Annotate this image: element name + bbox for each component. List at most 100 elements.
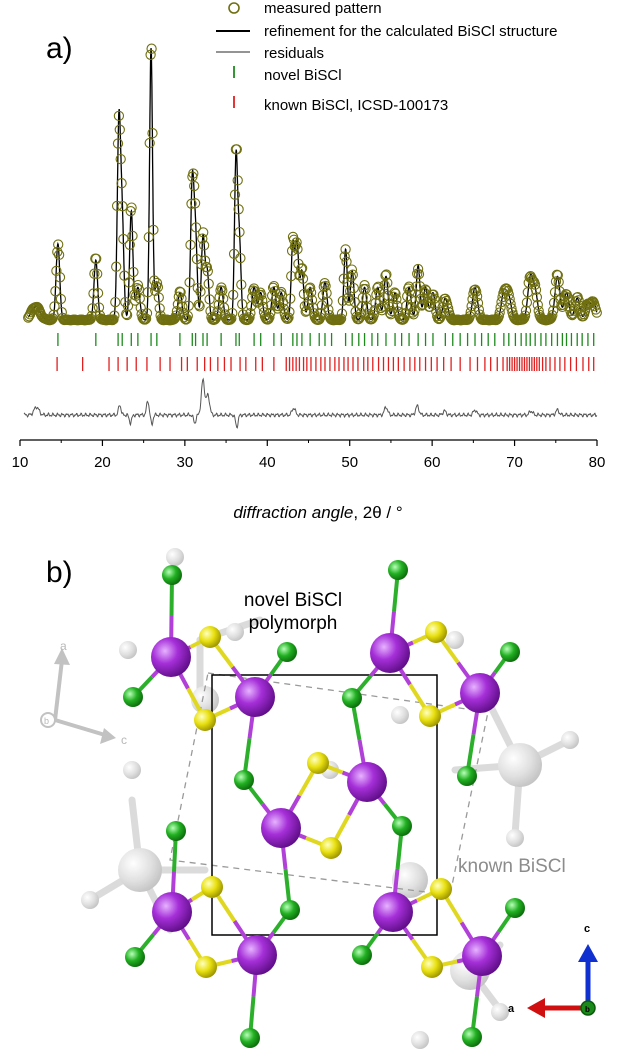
- cl-atom: [500, 642, 520, 662]
- panel-b-crystal-structure: b): [40, 548, 598, 1049]
- measured-point: [198, 240, 210, 251]
- measured-point: [93, 302, 105, 313]
- measured-point: [373, 281, 384, 292]
- measured-point: [130, 290, 142, 301]
- legend-refinement-label: refinement for the calculated BiSCl stru…: [264, 23, 557, 40]
- measured-point: [198, 227, 209, 238]
- measured-point: [229, 189, 241, 200]
- x-tick-label: 10: [12, 454, 29, 471]
- measured-point: [185, 239, 196, 251]
- measured-point: [192, 282, 203, 294]
- measured-point: [472, 297, 484, 309]
- measured-point: [407, 307, 418, 318]
- s-atom: [201, 876, 223, 898]
- cl-atom: [342, 688, 362, 708]
- measured-point: [112, 138, 124, 149]
- measured-point: [391, 293, 402, 305]
- measured-points: [23, 43, 602, 326]
- measured-point: [113, 110, 125, 122]
- measured-point: [464, 311, 475, 322]
- measured-point: [519, 310, 531, 321]
- measured-point: [225, 314, 236, 325]
- novel-reflection-ticks: [57, 333, 595, 346]
- measured-point: [298, 288, 310, 300]
- measured-point: [349, 296, 360, 308]
- measured-point: [371, 289, 382, 300]
- measured-point: [335, 314, 346, 326]
- measured-point: [202, 266, 213, 277]
- bi-atom: [373, 892, 413, 932]
- measured-point: [125, 206, 136, 217]
- measured-point: [92, 268, 103, 280]
- known-unit-cell: [169, 672, 489, 896]
- measured-point: [381, 269, 392, 280]
- s-atom: [425, 621, 447, 643]
- axis-b-label: b: [585, 1005, 590, 1014]
- measured-point: [340, 244, 351, 255]
- measured-point: [291, 237, 302, 248]
- axis-c-label: c: [584, 923, 590, 935]
- measured-point: [359, 280, 370, 291]
- measured-point: [558, 295, 570, 306]
- measured-point: [186, 198, 197, 209]
- measured-point: [296, 263, 308, 274]
- axis-a-label: a: [508, 1003, 515, 1015]
- legend-novel-label: novel BiSCl: [264, 67, 342, 84]
- measured-point: [89, 268, 100, 279]
- x-axis-ticks: 10 20 30 40 50 60 70 80: [12, 440, 605, 471]
- measured-point: [52, 246, 63, 258]
- cl-atom: [457, 766, 477, 786]
- measured-point: [199, 255, 211, 266]
- cl-atom: [280, 900, 300, 920]
- measured-point: [284, 306, 295, 318]
- measured-point: [243, 314, 254, 325]
- measured-point: [182, 310, 193, 322]
- measured-point: [184, 277, 195, 288]
- measured-point: [533, 305, 544, 317]
- measured-point: [305, 287, 317, 298]
- measured-point: [345, 271, 357, 283]
- measured-point: [346, 264, 358, 275]
- measured-point: [322, 296, 333, 307]
- measured-point: [86, 310, 97, 322]
- s-atom: [199, 626, 221, 648]
- refinement-curve: [27, 48, 598, 321]
- axis-indicator: c a b: [508, 923, 598, 1018]
- measured-point: [374, 295, 386, 306]
- measured-point: [573, 295, 584, 306]
- measured-point: [494, 307, 505, 318]
- measured-point: [500, 283, 512, 294]
- measured-point: [347, 269, 358, 280]
- measured-point: [411, 281, 422, 292]
- measured-point: [174, 286, 185, 297]
- legend-known-label: known BiSCl, ICSD-100173: [264, 97, 448, 114]
- measured-point: [268, 280, 280, 292]
- measured-point: [245, 307, 256, 319]
- panel-a-label: a): [46, 32, 73, 65]
- cl-atom: [352, 945, 372, 965]
- measured-point: [53, 239, 64, 250]
- measured-point: [529, 279, 541, 290]
- measured-point: [232, 175, 243, 186]
- measured-point: [111, 261, 122, 272]
- measured-point: [429, 293, 440, 304]
- bi-atom: [347, 762, 387, 802]
- legend-measured-label: measured pattern: [264, 0, 382, 17]
- measured-point: [153, 292, 164, 303]
- measured-point: [521, 297, 533, 308]
- measured-point: [127, 230, 138, 242]
- measured-point: [386, 305, 397, 317]
- measured-point: [142, 287, 154, 298]
- measured-point: [399, 312, 410, 323]
- measured-point: [337, 295, 349, 306]
- measured-point: [520, 305, 532, 316]
- measured-point: [54, 272, 66, 283]
- measured-point: [151, 277, 163, 289]
- measured-point: [412, 263, 424, 275]
- measured-point: [128, 266, 139, 278]
- cl-atom: [277, 642, 297, 662]
- cl-atom: [462, 1027, 482, 1047]
- measured-point: [87, 303, 98, 314]
- measured-point: [126, 202, 137, 213]
